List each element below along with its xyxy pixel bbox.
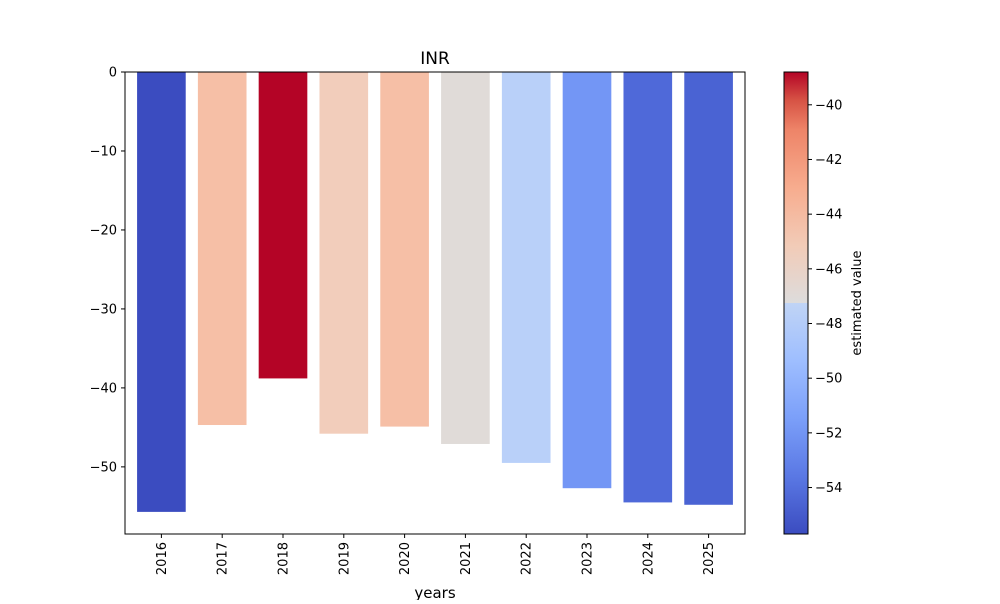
y-tick-label: −50 <box>90 460 117 475</box>
colorbar-tick-label: −50 <box>815 372 842 387</box>
y-tick-label: 0 <box>109 66 117 81</box>
bar-2019 <box>319 72 369 434</box>
bar-2016 <box>137 72 186 512</box>
x-tick-label: 2022 <box>520 542 535 575</box>
x-axis-label: years <box>414 584 455 600</box>
y-tick-label: −30 <box>90 302 117 317</box>
colorbar-tick-label: −44 <box>815 208 842 223</box>
bar-2018 <box>258 72 308 379</box>
colorbar-tick-label: −42 <box>815 153 842 168</box>
bar-2023 <box>562 72 612 489</box>
y-tick-label: −10 <box>90 144 117 159</box>
colorbar <box>783 71 809 535</box>
x-tick-label: 2025 <box>702 542 717 575</box>
bar-2024 <box>623 72 673 503</box>
y-tick-label: −20 <box>90 223 117 238</box>
colorbar-tick-label: −54 <box>815 481 842 496</box>
plot-frame <box>124 71 746 535</box>
colorbar-tick-label: −46 <box>815 262 842 277</box>
colorbar-label: estimated value <box>850 250 865 355</box>
bar-2017 <box>197 72 247 426</box>
bar-2025 <box>684 72 733 505</box>
colorbar-tick-label: −48 <box>815 317 842 332</box>
bars-layer <box>137 72 733 512</box>
x-axis: 2016 2017 2018 2019 2020 2021 2022 2023 2024 2025 <box>155 534 717 575</box>
bar-2020 <box>380 72 429 427</box>
bar-2021 <box>441 72 490 444</box>
colorbar-ticks: −40 −42 −44 −46 −48 −50 −52 −54 <box>808 98 842 496</box>
bar-2022 <box>501 72 551 463</box>
x-tick-label: 2024 <box>641 542 656 575</box>
x-tick-label: 2019 <box>337 542 352 575</box>
colorbar-tick-label: −52 <box>815 426 842 441</box>
x-tick-label: 2021 <box>459 542 474 575</box>
y-axis: 0 −10 −20 −30 −40 −50 <box>90 66 125 475</box>
x-tick-label: 2017 <box>216 542 231 575</box>
chart-title: INR <box>420 49 450 69</box>
y-tick-label: −40 <box>90 381 117 396</box>
colorbar-tick-label: −40 <box>815 98 842 113</box>
x-tick-label: 2023 <box>581 542 596 575</box>
x-tick-label: 2016 <box>155 542 170 575</box>
x-tick-label: 2018 <box>277 542 292 575</box>
x-tick-label: 2020 <box>398 542 413 575</box>
